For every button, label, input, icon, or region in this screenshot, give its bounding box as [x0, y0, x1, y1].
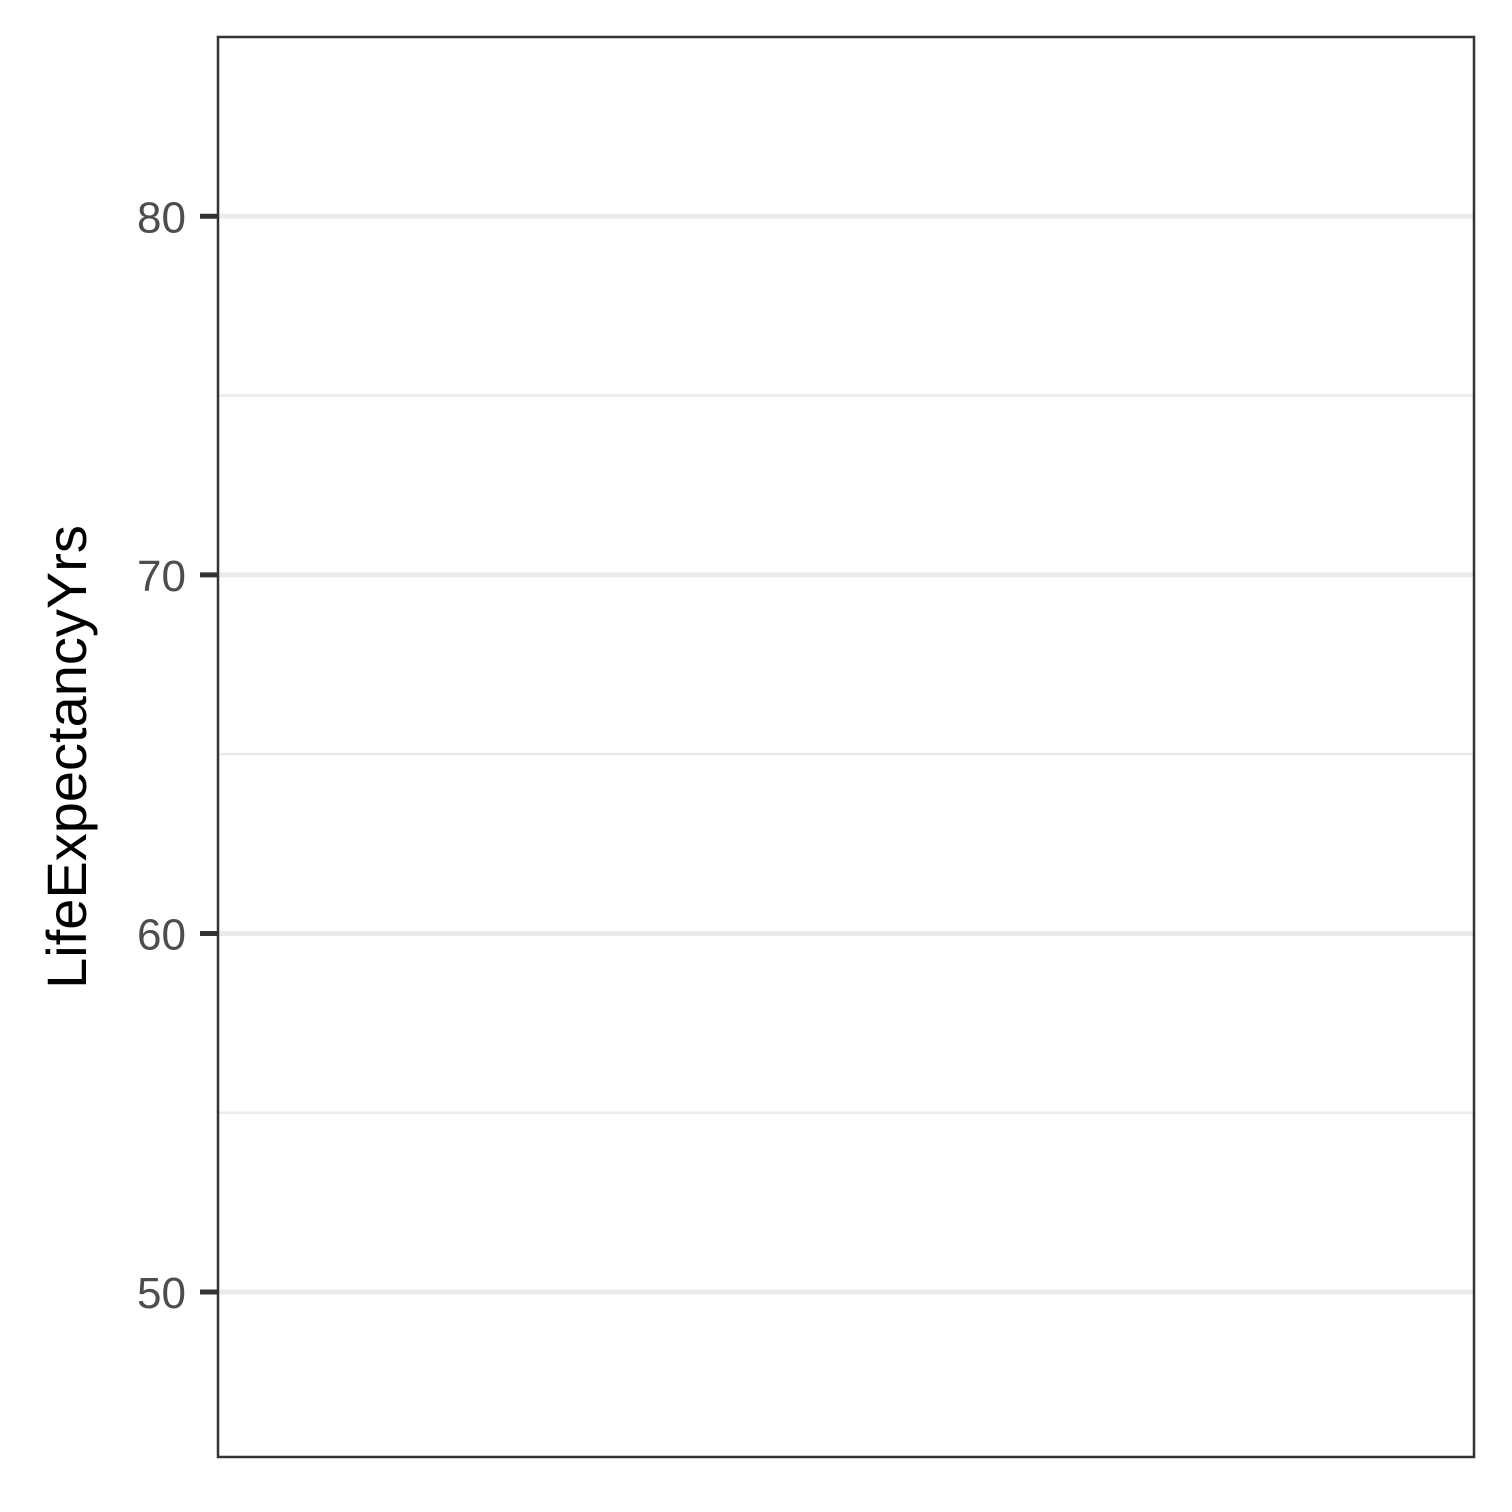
y-tick-label-80: 80: [137, 193, 186, 242]
grid-layer: [218, 213, 1474, 1295]
y-tick-label-70: 70: [137, 552, 186, 601]
y-tick-label-50: 50: [137, 1269, 186, 1318]
y-axis-title: LifeExpectancyYrs: [35, 525, 98, 989]
y-axis-ticks: 50 60 70 80: [137, 193, 218, 1318]
y-tick-label-60: 60: [137, 910, 186, 959]
panel-border: [216, 35, 1476, 1459]
